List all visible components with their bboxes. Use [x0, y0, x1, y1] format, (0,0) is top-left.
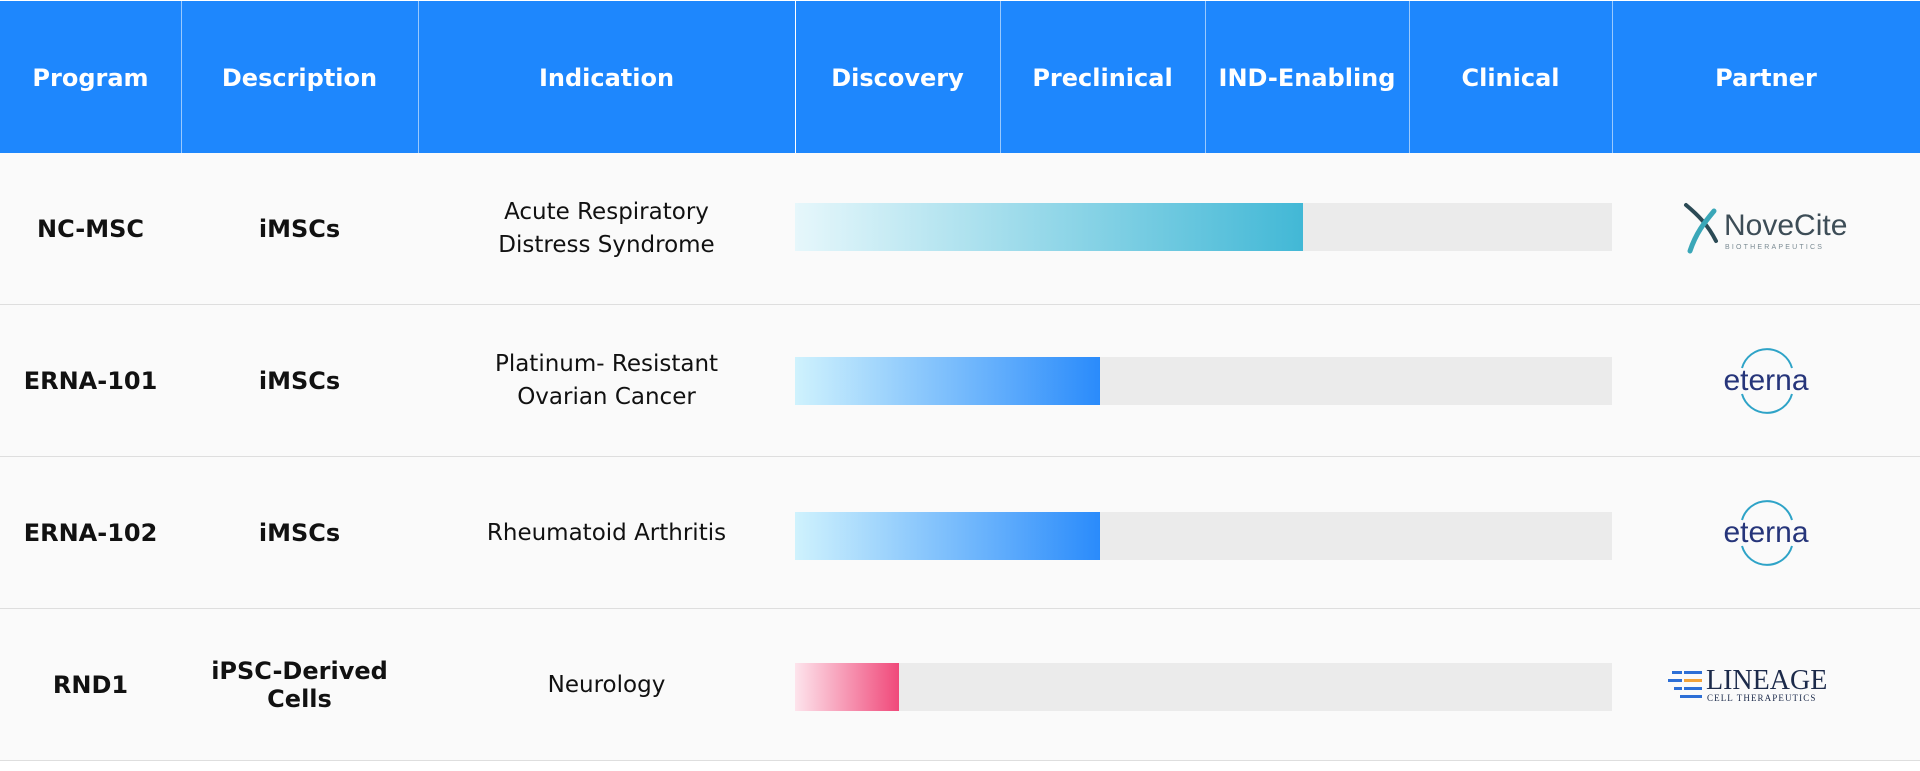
logo-sub: CELL THERAPEUTICS [1707, 693, 1816, 703]
progress-bar [795, 357, 1100, 405]
header-clinical: Clinical [1461, 63, 1560, 92]
description-cell: iMSCs [258, 367, 341, 395]
description-cell: iPSC-Derived Cells [211, 657, 388, 713]
progress-track [795, 663, 1612, 711]
indication-line: Ovarian Cancer [517, 384, 696, 410]
indication-line: Platinum- Resistant [494, 351, 719, 377]
logo-name: LINEAGE [1706, 665, 1827, 696]
indication-cell: Rheumatoid Arthritis [418, 457, 795, 609]
table-row: RND1 iPSC-Derived Cells Neurology LINEAG… [0, 609, 1920, 761]
table-row: ERNA-102 iMSCs Rheumatoid Arthritis eter… [0, 457, 1920, 609]
header-ind-enabling: IND-Enabling [1218, 63, 1396, 92]
progress-bar [795, 203, 1304, 251]
header-program: Program [32, 63, 149, 92]
progress-track [795, 512, 1612, 560]
header-description: Description [221, 63, 378, 92]
indication-cell: Platinum- Resistant Ovarian Cancer [418, 305, 795, 457]
indication-line: Acute Respiratory [504, 199, 709, 225]
header-preclinical: Preclinical [1032, 63, 1173, 92]
description-cell: iMSCs [258, 519, 341, 547]
progress-track [795, 357, 1612, 405]
logo-sub: BIOTHERAPEUTICS [1725, 244, 1824, 251]
header-indication: Indication [538, 63, 675, 92]
program-cell: ERNA-102 [23, 519, 158, 547]
indication-line: Rheumatoid Arthritis [486, 519, 727, 546]
header-discovery: Discovery [831, 63, 964, 92]
novecite-logo: NoveCite BIOTHERAPEUTICS [1612, 153, 1920, 305]
indication-cell: Neurology [418, 609, 795, 761]
program-cell: ERNA-101 [23, 367, 158, 395]
progress-track [795, 203, 1612, 251]
indication-line: Neurology [547, 671, 666, 698]
description-cell: iMSCs [258, 215, 341, 243]
program-cell: RND1 [52, 671, 129, 699]
logo-name: NoveCite [1724, 209, 1847, 242]
program-cell: NC-MSC [37, 215, 144, 243]
logo-name: eterna [1723, 364, 1808, 397]
eterna-logo: eterna [1612, 457, 1920, 609]
lineage-logo: LINEAGE CELL THERAPEUTICS [1612, 609, 1920, 761]
table-row: NC-MSC iMSCs Acute Respiratory Distress … [0, 153, 1920, 305]
table-header: Program Description Indication Discovery… [0, 0, 1920, 154]
indication-line: Distress Syndrome [498, 232, 715, 258]
logo-name: eterna [1723, 516, 1808, 549]
progress-bar [795, 663, 899, 711]
header-partner: Partner [1715, 63, 1817, 92]
indication-cell: Acute Respiratory Distress Syndrome [418, 153, 795, 305]
table-row: ERNA-101 iMSCs Platinum- Resistant Ovari… [0, 305, 1920, 457]
progress-bar [795, 512, 1100, 560]
eterna-logo: eterna [1612, 305, 1920, 457]
